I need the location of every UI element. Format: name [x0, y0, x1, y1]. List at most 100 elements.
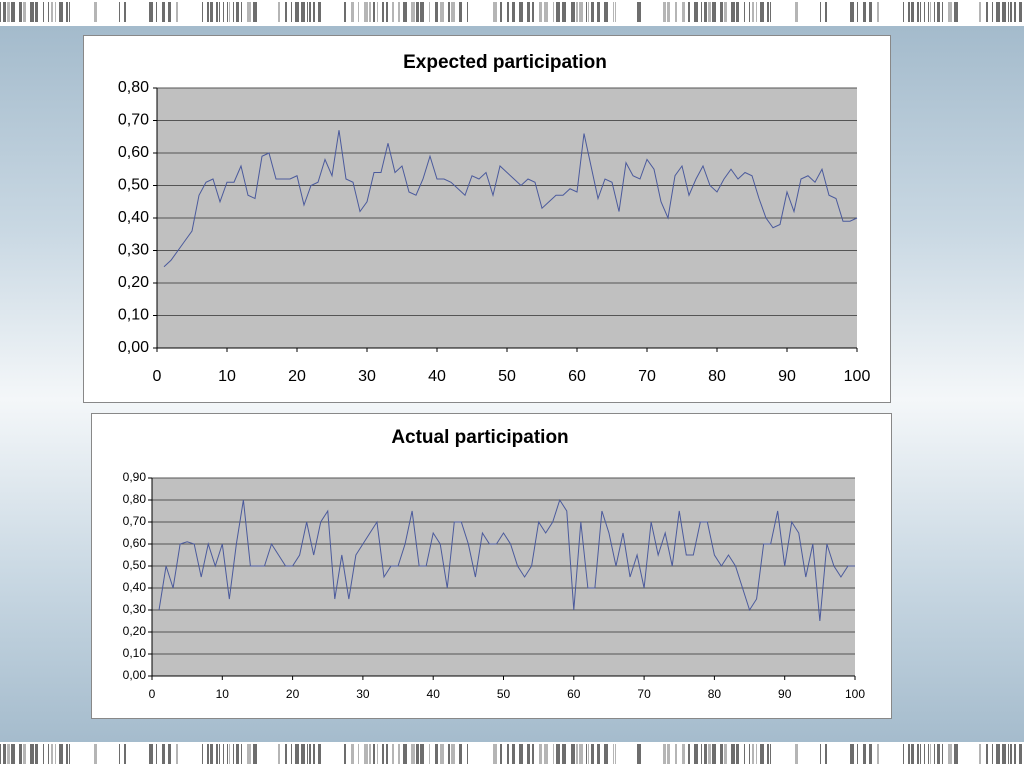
stripe-bar [992, 2, 993, 22]
stripe-bar [309, 744, 311, 764]
x-tick-label: 80 [708, 687, 722, 701]
stripe-bar [720, 2, 723, 22]
stripe-bar [124, 744, 126, 764]
stripe-bar [701, 744, 702, 764]
stripe-bar [403, 744, 407, 764]
stripe-bar [682, 2, 685, 22]
stripe-bar [55, 744, 56, 764]
x-tick-label: 20 [286, 687, 300, 701]
stripe-bar [69, 744, 70, 764]
stripe-bar [398, 2, 400, 22]
stripe-bar [295, 2, 299, 22]
x-tick-label: 10 [218, 368, 236, 385]
stripe-bar [767, 2, 769, 22]
stripe-bar [954, 2, 958, 22]
x-tick-label: 30 [356, 687, 370, 701]
stripe-bar [429, 2, 430, 22]
stripe-bar [223, 744, 224, 764]
stripe-bar [613, 2, 614, 22]
stripe-bar [285, 744, 287, 764]
chart-title: Expected participation [403, 52, 607, 73]
stripe-bar [736, 744, 739, 764]
stripe-bar [731, 2, 735, 22]
stripe-bar [429, 744, 430, 764]
stripe-bar [820, 2, 821, 22]
stripe-bar [613, 744, 614, 764]
stripe-bar [309, 2, 311, 22]
stripe-bar [344, 744, 346, 764]
stripe-bar [7, 2, 10, 22]
stripe-bar [435, 744, 438, 764]
stripe-bar [216, 2, 218, 22]
stripe-bar [688, 2, 690, 22]
stripe-bar [903, 2, 904, 22]
stripe-bar [168, 744, 171, 764]
stripe-bar [544, 744, 548, 764]
stripe-bar [979, 2, 981, 22]
stripe-bar [749, 2, 750, 22]
stripe-bar [1010, 744, 1012, 764]
stripe-bar [59, 2, 63, 22]
chart: Actual participation 0,00 0,10 0,20 0,30 0,4… [91, 413, 892, 719]
stripe-bar [954, 744, 958, 764]
stripe-bar [43, 2, 44, 22]
y-tick-label: 0,30 [118, 242, 149, 259]
y-tick-label: 0,70 [123, 514, 147, 528]
stripe-bar [712, 744, 716, 764]
stripe-bar [675, 744, 677, 764]
stripe-bar [467, 2, 468, 22]
stripe-bar [202, 744, 203, 764]
stripe-bar [156, 744, 157, 764]
y-tick-label: 0,50 [123, 558, 147, 572]
stripe-bar [825, 2, 827, 22]
stripe-bar [420, 2, 424, 22]
stripe-bar [1014, 744, 1016, 764]
stripe-bar [937, 744, 940, 764]
stripe-bar [168, 2, 171, 22]
stripe-bar [358, 744, 359, 764]
stripe-bar [43, 744, 44, 764]
stripe-bar [571, 744, 575, 764]
stripe-bar [704, 744, 707, 764]
stripe-bar [416, 744, 419, 764]
stripe-bar [291, 744, 292, 764]
stripe-bar [162, 2, 165, 22]
stripe-bar [576, 2, 578, 22]
stripe-bar [295, 744, 299, 764]
stripe-bar [924, 2, 925, 22]
stripe-bar [386, 744, 388, 764]
stripe-bar [597, 2, 600, 22]
stripe-bar [19, 744, 22, 764]
stripe-bar [467, 744, 468, 764]
stripe-bar [223, 2, 224, 22]
data-line [158, 498, 855, 622]
stripe-bar [398, 744, 400, 764]
stripe-bar [3, 744, 6, 764]
stripe-bar [229, 744, 230, 764]
stripe-bar [3, 2, 6, 22]
stripe-bar [411, 744, 415, 764]
stripe-bar [850, 2, 854, 22]
stripe-bar [23, 744, 26, 764]
stripe-bar [637, 2, 641, 22]
stripe-bar [35, 744, 38, 764]
y-tick-label: 0,40 [123, 580, 147, 594]
stripe-bar [604, 744, 608, 764]
stripe-bar [562, 2, 566, 22]
stripe-bar [576, 744, 578, 764]
x-tick-label: 70 [637, 687, 651, 701]
x-tick-label: 10 [216, 687, 230, 701]
y-tick-label: 0,70 [118, 112, 149, 129]
stripe-bar [364, 2, 368, 22]
stripe-bar [544, 2, 548, 22]
stripe-bar [704, 2, 707, 22]
stripe-bar [770, 2, 771, 22]
y-tick-label: 0,20 [118, 274, 149, 291]
stripe-bar [247, 2, 251, 22]
stripe-bar [744, 2, 745, 22]
stripe-bar [744, 744, 745, 764]
x-tick-label: 90 [778, 368, 796, 385]
stripe-bar [767, 744, 769, 764]
stripe-bar [948, 744, 952, 764]
